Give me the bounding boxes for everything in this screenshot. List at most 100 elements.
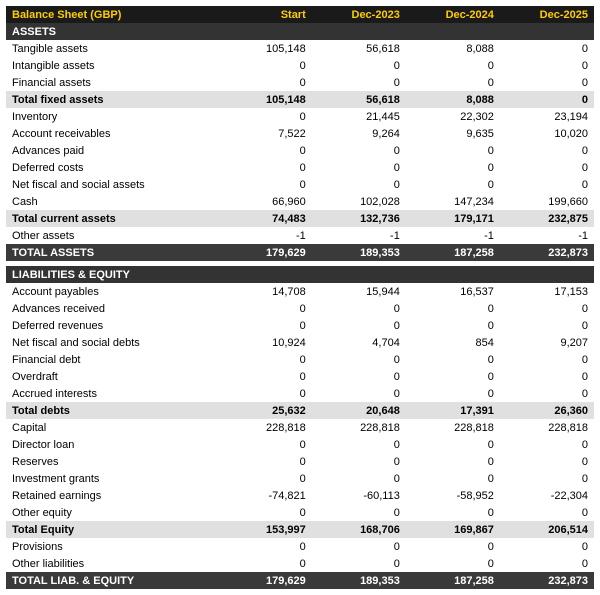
- row-value: 189,353: [312, 572, 406, 589]
- row-value: 0: [406, 470, 500, 487]
- row-label: TOTAL LIAB. & EQUITY: [6, 572, 218, 589]
- row-value: 232,875: [500, 210, 594, 227]
- row-label: Net fiscal and social debts: [6, 334, 218, 351]
- table-row: Net fiscal and social debts10,9244,70485…: [6, 334, 594, 351]
- table-row: Retained earnings-74,821-60,113-58,952-2…: [6, 487, 594, 504]
- row-label: Reserves: [6, 453, 218, 470]
- row-value: 20,648: [312, 402, 406, 419]
- row-value: 22,302: [406, 108, 500, 125]
- row-value: 0: [218, 470, 312, 487]
- row-value: 232,873: [500, 572, 594, 589]
- row-label: Deferred costs: [6, 159, 218, 176]
- row-value: 206,514: [500, 521, 594, 538]
- row-value: 0: [406, 142, 500, 159]
- row-value: 228,818: [312, 419, 406, 436]
- row-value: 0: [312, 436, 406, 453]
- row-value: 0: [218, 555, 312, 572]
- row-label: Account receivables: [6, 125, 218, 142]
- row-value: -1: [312, 227, 406, 244]
- row-label: Tangible assets: [6, 40, 218, 57]
- row-label: Cash: [6, 193, 218, 210]
- row-value: 0: [312, 538, 406, 555]
- row-value: 0: [406, 538, 500, 555]
- row-value: 0: [406, 436, 500, 453]
- row-value: 0: [500, 538, 594, 555]
- row-label: Accrued interests: [6, 385, 218, 402]
- row-label: Total Equity: [6, 521, 218, 538]
- row-value: 0: [500, 317, 594, 334]
- row-label: Investment grants: [6, 470, 218, 487]
- row-value: 0: [500, 436, 594, 453]
- row-value: 21,445: [312, 108, 406, 125]
- row-value: 0: [500, 176, 594, 193]
- row-value: 228,818: [500, 419, 594, 436]
- row-value: 0: [406, 385, 500, 402]
- row-value: 0: [406, 555, 500, 572]
- table-row: Provisions0000: [6, 538, 594, 555]
- row-value: 0: [500, 504, 594, 521]
- row-value: 56,618: [312, 40, 406, 57]
- table-row: Capital228,818228,818228,818228,818: [6, 419, 594, 436]
- row-value: 7,522: [218, 125, 312, 142]
- row-value: 0: [218, 74, 312, 91]
- row-value: 56,618: [312, 91, 406, 108]
- row-value: 0: [218, 300, 312, 317]
- row-value: -22,304: [500, 487, 594, 504]
- row-value: 0: [218, 504, 312, 521]
- row-value: 0: [312, 504, 406, 521]
- row-value: 0: [406, 159, 500, 176]
- section-header: LIABILITIES & EQUITY: [6, 266, 594, 283]
- row-label: Other liabilities: [6, 555, 218, 572]
- row-value: 0: [218, 453, 312, 470]
- row-label: Director loan: [6, 436, 218, 453]
- subtotal-row: Total Equity153,997168,706169,867206,514: [6, 521, 594, 538]
- header-title: Balance Sheet (GBP): [6, 6, 218, 23]
- row-value: 0: [406, 351, 500, 368]
- row-value: 187,258: [406, 244, 500, 261]
- row-value: 0: [406, 504, 500, 521]
- row-value: 23,194: [500, 108, 594, 125]
- row-value: 0: [312, 385, 406, 402]
- row-value: 9,635: [406, 125, 500, 142]
- header-col: Dec-2023: [312, 6, 406, 23]
- row-label: Other equity: [6, 504, 218, 521]
- row-value: 0: [312, 176, 406, 193]
- row-label: Account payables: [6, 283, 218, 300]
- total-row: TOTAL ASSETS179,629189,353187,258232,873: [6, 244, 594, 261]
- section-header: ASSETS: [6, 23, 594, 40]
- row-value: 10,924: [218, 334, 312, 351]
- row-value: 0: [218, 108, 312, 125]
- row-value: 0: [218, 351, 312, 368]
- row-value: 132,736: [312, 210, 406, 227]
- row-label: Overdraft: [6, 368, 218, 385]
- row-value: 0: [406, 300, 500, 317]
- row-label: Total fixed assets: [6, 91, 218, 108]
- row-value: 0: [218, 159, 312, 176]
- row-value: 0: [312, 351, 406, 368]
- row-value: 17,391: [406, 402, 500, 419]
- row-value: 105,148: [218, 40, 312, 57]
- row-value: 0: [500, 57, 594, 74]
- row-label: Total current assets: [6, 210, 218, 227]
- row-value: 0: [312, 470, 406, 487]
- row-label: Financial debt: [6, 351, 218, 368]
- row-value: 0: [500, 555, 594, 572]
- row-value: 0: [312, 453, 406, 470]
- row-label: Retained earnings: [6, 487, 218, 504]
- row-value: 0: [312, 368, 406, 385]
- row-value: 0: [500, 74, 594, 91]
- table-row: Account receivables7,5229,2649,63510,020: [6, 125, 594, 142]
- table-row: Deferred revenues0000: [6, 317, 594, 334]
- row-value: -58,952: [406, 487, 500, 504]
- table-row: Account payables14,70815,94416,53717,153: [6, 283, 594, 300]
- row-label: Inventory: [6, 108, 218, 125]
- row-value: 199,660: [500, 193, 594, 210]
- row-value: 0: [406, 453, 500, 470]
- row-value: 228,818: [406, 419, 500, 436]
- row-value: 0: [500, 368, 594, 385]
- row-label: Advances paid: [6, 142, 218, 159]
- row-value: 0: [218, 317, 312, 334]
- row-value: 10,020: [500, 125, 594, 142]
- row-value: 0: [218, 385, 312, 402]
- row-label: Deferred revenues: [6, 317, 218, 334]
